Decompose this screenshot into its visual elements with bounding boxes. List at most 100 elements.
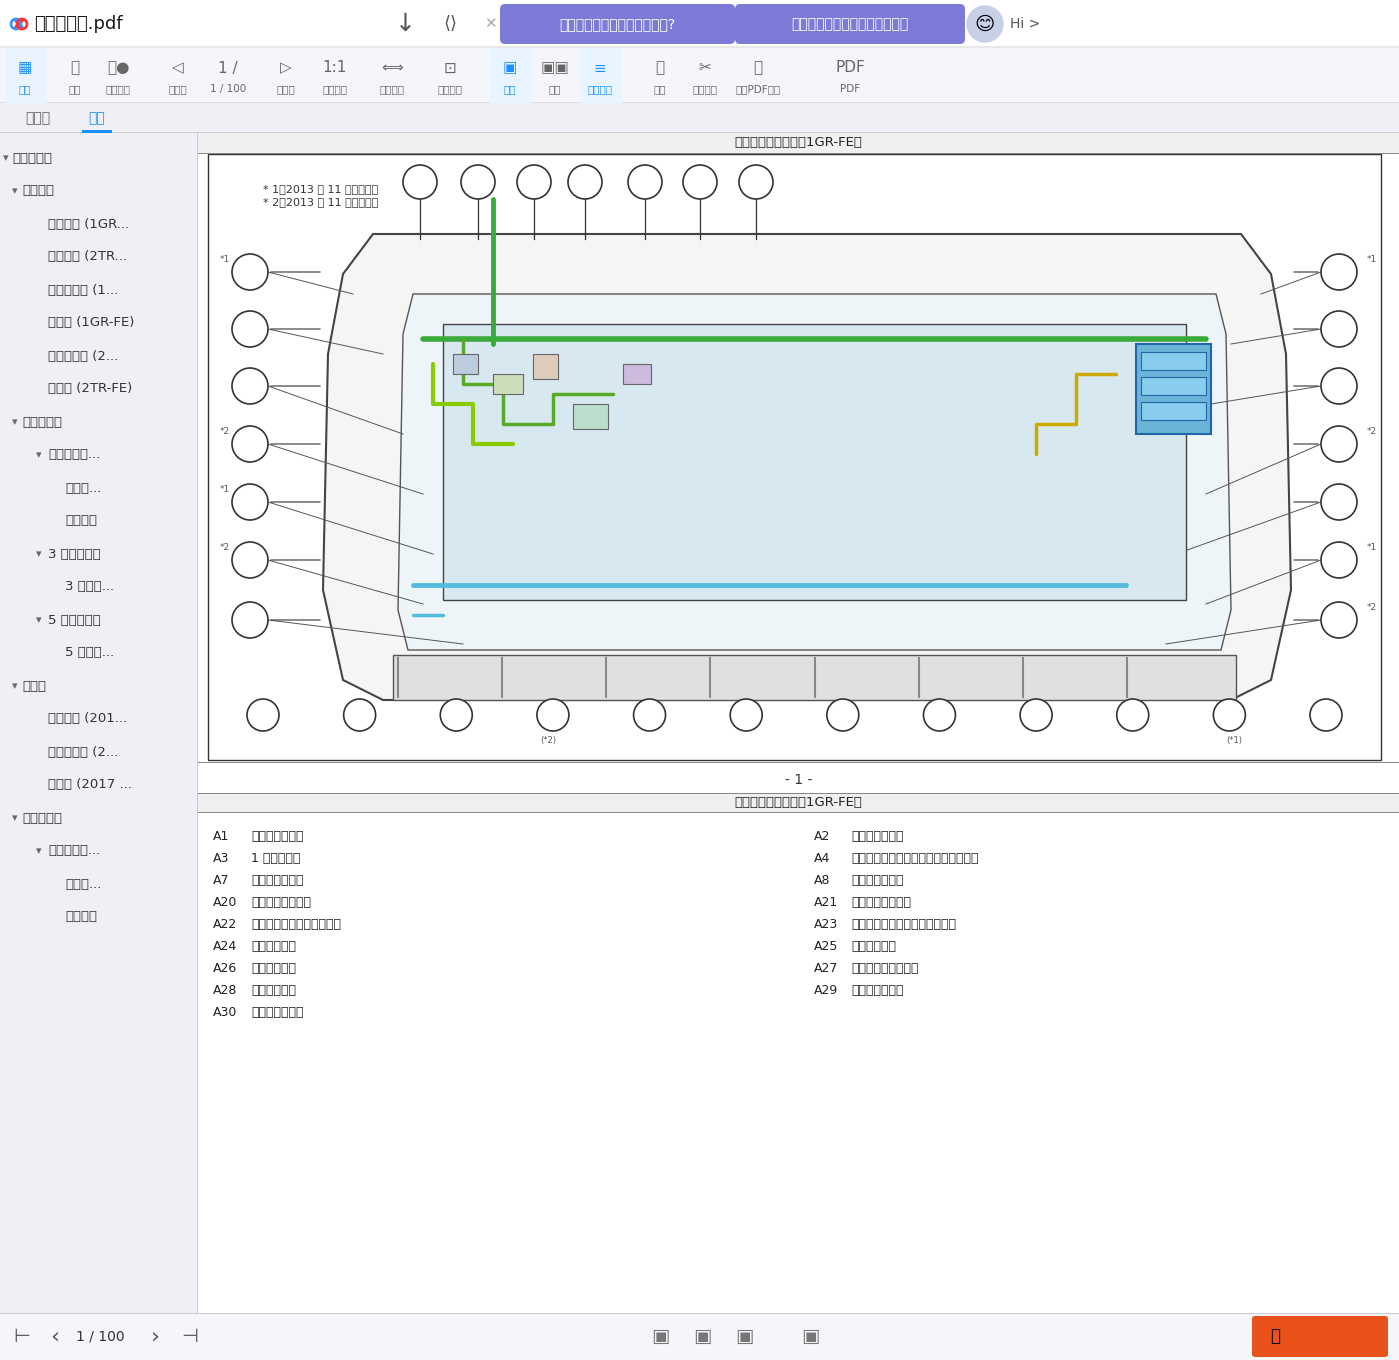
Circle shape bbox=[232, 254, 269, 290]
Text: A28: A28 bbox=[213, 983, 238, 997]
Text: 双页: 双页 bbox=[548, 84, 561, 94]
Circle shape bbox=[248, 699, 278, 732]
Text: 左侧前照灯总成: 左侧前照灯总成 bbox=[852, 983, 904, 997]
Text: 低音喇叭总成: 低音喇叭总成 bbox=[250, 940, 297, 952]
Circle shape bbox=[232, 543, 269, 578]
Text: (*2): (*2) bbox=[540, 736, 555, 744]
Text: ▣: ▣ bbox=[502, 60, 518, 76]
Text: A25: A25 bbox=[932, 710, 947, 719]
Text: ▾: ▾ bbox=[13, 186, 18, 196]
FancyBboxPatch shape bbox=[0, 48, 1399, 103]
Text: 发动机室零件位置（1GR-FE）: 发动机室零件位置（1GR-FE） bbox=[734, 136, 862, 150]
Text: 线束和线束 (2...: 线束和线束 (2... bbox=[48, 745, 119, 759]
FancyBboxPatch shape bbox=[0, 133, 197, 1312]
Circle shape bbox=[634, 699, 666, 732]
Text: 位置和线路: 位置和线路 bbox=[13, 151, 52, 165]
Text: * 2：2013 年 11 月之前生产: * 2：2013 年 11 月之前生产 bbox=[263, 197, 378, 207]
Circle shape bbox=[827, 699, 859, 732]
Text: ▾: ▾ bbox=[13, 418, 18, 427]
Text: A30: A30 bbox=[1330, 439, 1347, 449]
Text: 😊: 😊 bbox=[975, 15, 995, 34]
Circle shape bbox=[232, 369, 269, 404]
Circle shape bbox=[1309, 699, 1342, 732]
Text: ▾: ▾ bbox=[36, 846, 42, 855]
Text: 5 号继电...: 5 号继电... bbox=[64, 646, 115, 660]
Text: A7: A7 bbox=[639, 178, 651, 186]
Text: A21: A21 bbox=[813, 895, 838, 908]
Text: ⊢: ⊢ bbox=[14, 1326, 31, 1345]
Text: A36: A36 bbox=[469, 178, 487, 186]
Circle shape bbox=[403, 165, 436, 199]
Circle shape bbox=[441, 699, 473, 732]
Text: 零件位置 (2TR...: 零件位置 (2TR... bbox=[48, 250, 127, 264]
Text: A2: A2 bbox=[547, 710, 558, 719]
Text: A26: A26 bbox=[213, 962, 238, 975]
Text: A29: A29 bbox=[1330, 616, 1347, 624]
Text: 缩略图: 缩略图 bbox=[25, 112, 50, 125]
Text: (*1): (*1) bbox=[1227, 736, 1242, 744]
Text: A1: A1 bbox=[1031, 710, 1042, 719]
FancyBboxPatch shape bbox=[208, 154, 1381, 760]
Text: 1 / 100: 1 / 100 bbox=[210, 84, 246, 94]
Text: ▣: ▣ bbox=[651, 1326, 669, 1345]
FancyBboxPatch shape bbox=[199, 133, 1399, 154]
Text: 3 号继电器盒: 3 号继电器盒 bbox=[48, 548, 101, 560]
Text: 线束和线束 (1...: 线束和线束 (1... bbox=[48, 283, 119, 296]
Text: A21: A21 bbox=[1221, 710, 1238, 719]
Text: A33: A33 bbox=[1330, 382, 1347, 390]
Text: A30: A30 bbox=[1330, 555, 1347, 564]
Circle shape bbox=[1321, 369, 1357, 404]
Text: 3 号继电...: 3 号继电... bbox=[64, 581, 115, 593]
Text: 如何做一份高质量的设计师简历: 如何做一份高质量的设计师简历 bbox=[792, 18, 908, 31]
Text: 位置和线路.pdf: 位置和线路.pdf bbox=[34, 15, 123, 33]
Circle shape bbox=[683, 165, 718, 199]
Text: 左侧前照灯总成: 左侧前照灯总成 bbox=[250, 1005, 304, 1019]
FancyBboxPatch shape bbox=[0, 46, 1399, 48]
Text: - 1 -: - 1 - bbox=[785, 772, 813, 787]
Text: 连续阅读: 连续阅读 bbox=[588, 84, 613, 94]
Text: A39: A39 bbox=[747, 178, 765, 186]
FancyBboxPatch shape bbox=[443, 324, 1186, 600]
Circle shape bbox=[1321, 311, 1357, 347]
Text: 发动机室: 发动机室 bbox=[22, 185, 55, 197]
Text: 线上打印: 线上打印 bbox=[105, 84, 130, 94]
Circle shape bbox=[1020, 699, 1052, 732]
Text: *2: *2 bbox=[1367, 604, 1377, 612]
Text: 高音喇叭总成: 高音喇叭总成 bbox=[852, 940, 897, 952]
FancyBboxPatch shape bbox=[533, 354, 558, 379]
Text: 适合宽度: 适合宽度 bbox=[379, 84, 404, 94]
Text: 内部电路: 内部电路 bbox=[64, 910, 97, 923]
Text: A35: A35 bbox=[1330, 498, 1347, 506]
Text: ✂: ✂ bbox=[698, 60, 711, 76]
Text: 搭铁点 (1GR-FE): 搭铁点 (1GR-FE) bbox=[48, 317, 134, 329]
Text: ▾: ▾ bbox=[36, 549, 42, 559]
Circle shape bbox=[1321, 254, 1357, 290]
Text: A20: A20 bbox=[213, 895, 238, 908]
Text: 怎么提取影印版文档里的文字?: 怎么提取影印版文档里的文字? bbox=[560, 18, 676, 31]
Circle shape bbox=[232, 426, 269, 462]
FancyBboxPatch shape bbox=[623, 364, 651, 384]
Text: PDF: PDF bbox=[839, 84, 860, 94]
Text: A2: A2 bbox=[740, 710, 751, 719]
Text: A2: A2 bbox=[813, 830, 830, 842]
Text: 打印: 打印 bbox=[69, 84, 81, 94]
Text: A24: A24 bbox=[1125, 710, 1140, 719]
Circle shape bbox=[739, 165, 774, 199]
FancyBboxPatch shape bbox=[83, 131, 112, 133]
Text: A29: A29 bbox=[813, 983, 838, 997]
Text: PDF: PDF bbox=[835, 60, 865, 76]
Circle shape bbox=[1321, 484, 1357, 520]
Polygon shape bbox=[323, 234, 1291, 700]
Text: A24: A24 bbox=[213, 940, 238, 952]
Text: A45: A45 bbox=[242, 268, 259, 276]
Circle shape bbox=[730, 699, 762, 732]
Text: A30: A30 bbox=[213, 1005, 238, 1019]
Circle shape bbox=[568, 165, 602, 199]
Text: 搭铁点 (2TR-FE): 搭铁点 (2TR-FE) bbox=[48, 382, 133, 396]
Circle shape bbox=[1321, 543, 1357, 578]
Text: 制动执行器总成: 制动执行器总成 bbox=[852, 873, 904, 887]
Text: *1: *1 bbox=[220, 256, 229, 264]
Circle shape bbox=[1213, 699, 1245, 732]
Text: *2: *2 bbox=[220, 427, 229, 437]
Text: ▷: ▷ bbox=[280, 60, 292, 76]
